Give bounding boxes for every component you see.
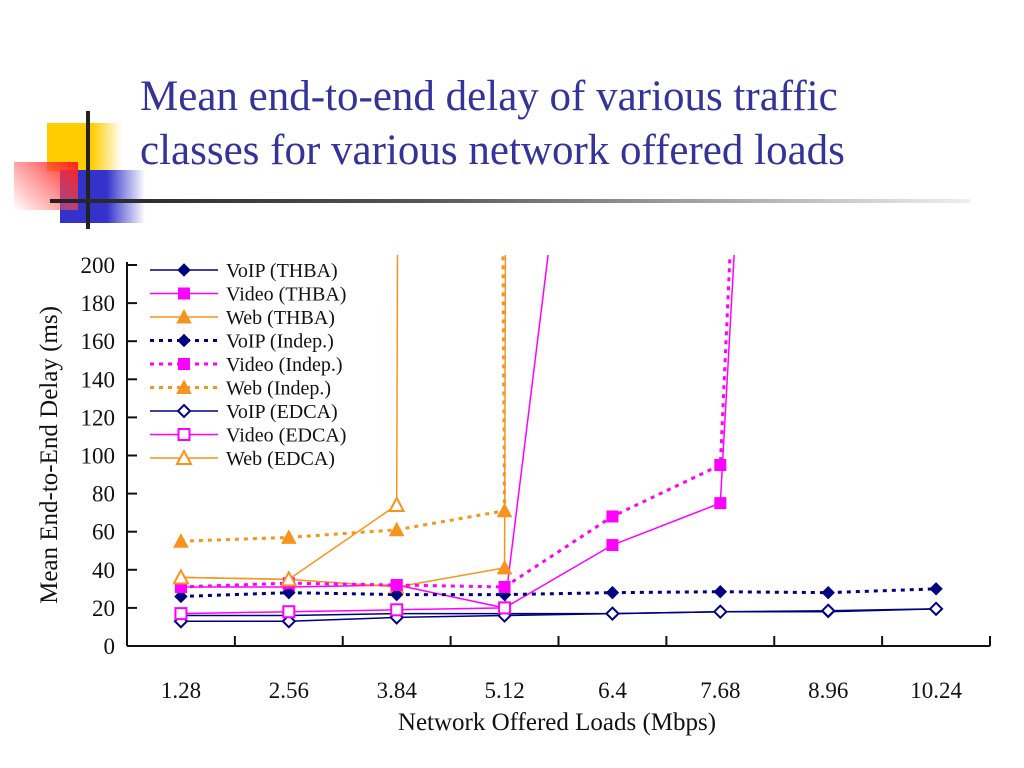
y-tick-label: 200 — [81, 253, 116, 278]
point-voip-indep — [713, 585, 728, 599]
legend-marker-video-indep — [178, 358, 190, 370]
point-voip-indep — [929, 582, 943, 596]
y-tick-label: 40 — [92, 558, 115, 583]
point-video-thba — [606, 539, 619, 552]
y-axis-label: Mean End-to-End Delay (ms) — [36, 306, 63, 604]
y-tick-label: 180 — [81, 291, 116, 316]
series-line-voip-edca — [180, 608, 937, 622]
x-tick-label: 3.84 — [377, 678, 418, 703]
title-line-1: Mean end-to-end delay of various traffic — [140, 73, 838, 120]
legend: VoIP (THBA)Video (THBA)Web (THBA)VoIP (I… — [150, 260, 346, 470]
legend-label-web-thba: Web (THBA) — [226, 307, 335, 329]
legend-label-web-indep: Web (Indep.) — [226, 378, 331, 400]
legend-marker-video-edca — [177, 428, 191, 441]
x-tick-label: 7.68 — [700, 678, 740, 703]
legend-marker-web-thba — [176, 308, 192, 324]
series-line-voip-thba — [180, 608, 937, 617]
title-underline — [50, 199, 970, 203]
x-tick-label: 6.4 — [598, 678, 627, 703]
legend-marker-video-thba — [178, 287, 190, 300]
point-web-edca — [280, 570, 298, 587]
legend-label-voip-indep: VoIP (Indep.) — [226, 331, 334, 353]
y-tick-label: 80 — [92, 482, 115, 507]
slide-title: Mean end-to-end delay of various traffic… — [140, 70, 1010, 178]
axes: 0 20 40 60 80 100 120 140 160 180 200 1.28 2.56 3.84 5… — [81, 253, 991, 703]
legend-marker-voip-indep — [177, 333, 191, 348]
point-video-edca — [174, 607, 188, 621]
point-video-indep — [714, 459, 727, 472]
y-tick-label: 120 — [81, 405, 116, 430]
point-voip-edca — [605, 606, 620, 622]
y-tick-label: 60 — [92, 520, 115, 545]
x-axis-label: Network Offered Loads (Mbps) — [398, 709, 716, 736]
point-voip-indep — [821, 585, 835, 600]
point-voip-edca — [928, 601, 944, 617]
point-video-edca — [390, 603, 404, 617]
legend-label-voip-edca: VoIP (EDCA) — [226, 401, 338, 423]
decor-vertical-line — [86, 111, 90, 229]
point-voip-indep — [174, 589, 188, 604]
legend-marker-voip-edca — [176, 403, 192, 419]
point-video-indep — [390, 579, 403, 592]
y-tick-label: 160 — [81, 329, 116, 354]
legend-marker-web-edca — [175, 448, 193, 465]
point-voip-indep — [282, 585, 296, 600]
x-tick-label: 10.24 — [910, 678, 962, 703]
point-voip-edca — [281, 613, 297, 629]
legend-label-video-edca: Video (EDCA) — [226, 425, 346, 447]
x-tick-label: 8.96 — [808, 678, 848, 703]
point-voip-indep — [389, 587, 404, 602]
series-markers — [172, 459, 944, 629]
point-web-indep — [280, 529, 297, 544]
x-tick-label: 1.28 — [161, 678, 201, 703]
point-video-edca — [282, 605, 296, 619]
y-tick-label: 100 — [81, 444, 116, 469]
point-video-thba — [714, 497, 727, 510]
y-tick-label: 20 — [92, 596, 115, 621]
y-tick-label: 140 — [81, 367, 116, 392]
title-line-2: classes for various network offered load… — [140, 127, 845, 174]
legend-label-video-thba: Video (THBA) — [226, 284, 346, 306]
point-video-indep — [498, 580, 511, 593]
series-line-web-edca — [180, 255, 399, 581]
legend-label-video-indep: Video (Indep.) — [226, 354, 343, 376]
point-voip-indep — [605, 585, 620, 600]
legend-label-web-edca: Web (EDCA) — [226, 448, 335, 470]
point-web-thba — [496, 559, 513, 575]
point-web-edca — [172, 568, 190, 585]
point-video-indep — [606, 510, 619, 523]
y-tick-label: 0 — [104, 634, 116, 659]
point-video-edca — [498, 601, 512, 615]
point-web-indep — [173, 533, 189, 548]
x-tick-label: 5.12 — [484, 678, 524, 703]
point-voip-edca — [712, 604, 728, 620]
point-web-indep — [388, 521, 405, 537]
legend-marker-web-indep — [176, 379, 192, 394]
legend-marker-voip-thba — [177, 263, 191, 277]
point-voip-edca — [820, 603, 836, 619]
legend-label-voip-thba: VoIP (THBA) — [226, 260, 338, 282]
point-web-edca — [388, 495, 406, 513]
x-tick-label: 2.56 — [269, 678, 309, 703]
point-web-indep — [496, 502, 513, 518]
